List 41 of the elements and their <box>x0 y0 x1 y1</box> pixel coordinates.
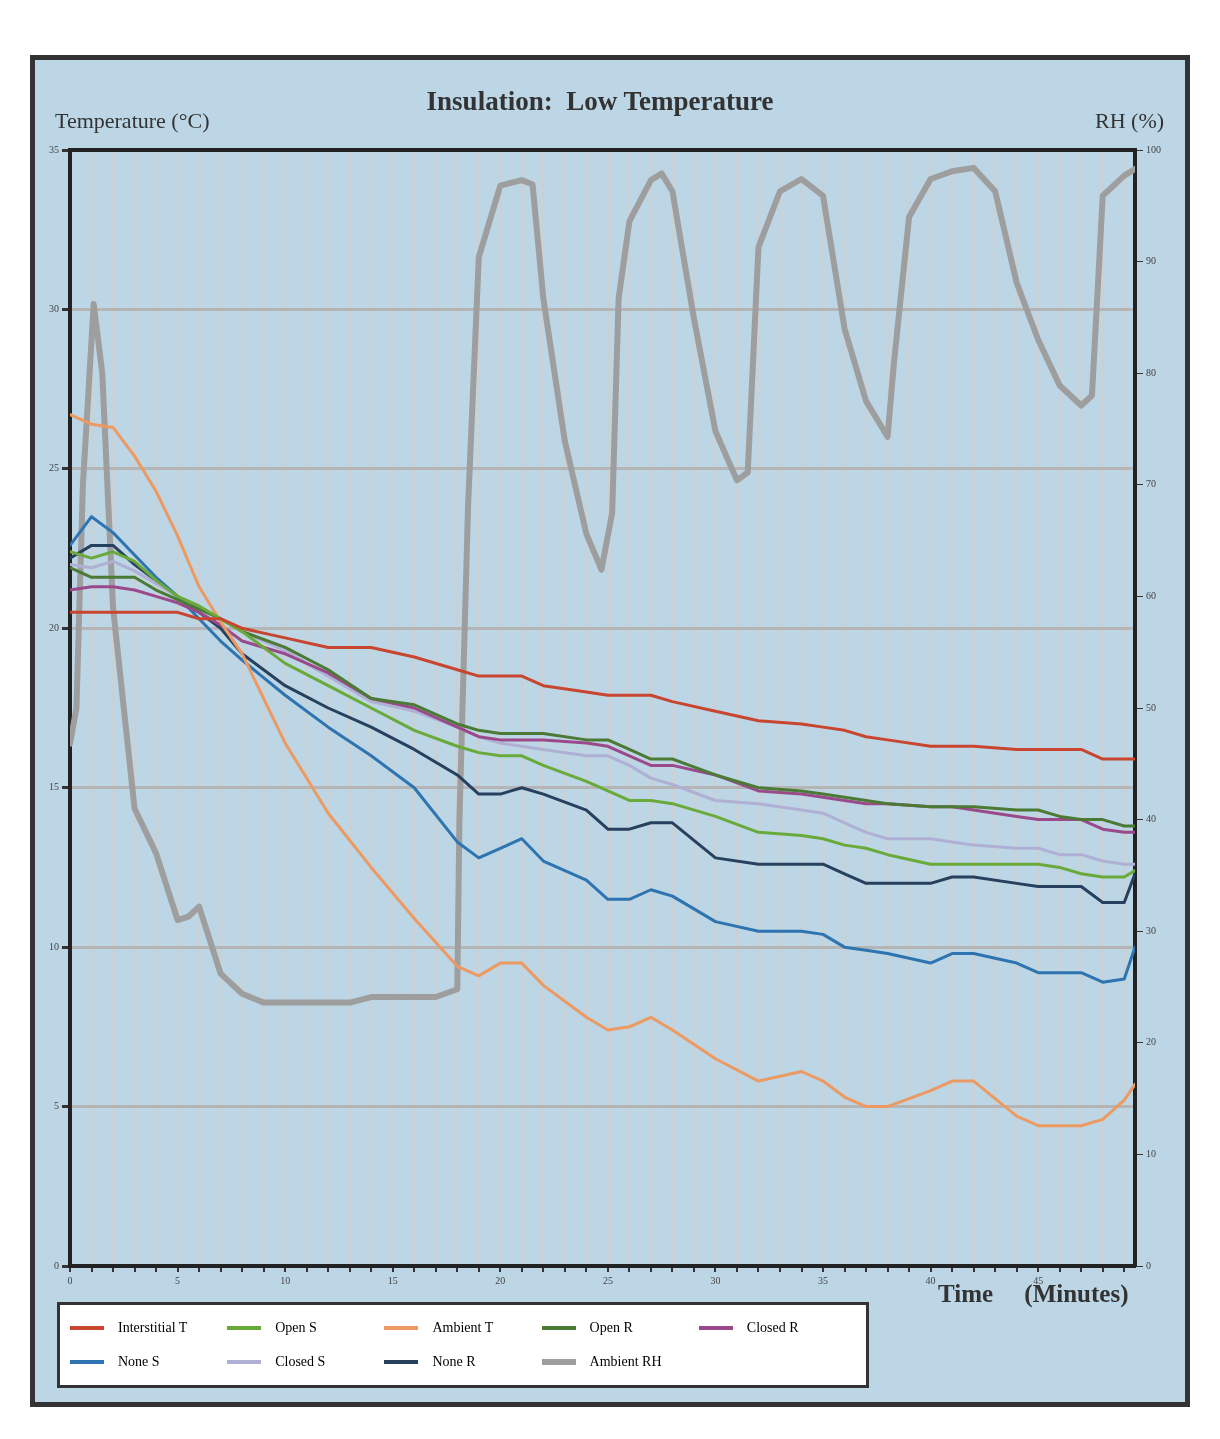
legend-label: Closed S <box>275 1354 326 1370</box>
y-tick-label: 20 <box>49 621 59 633</box>
y2-tick-label: 40 <box>1146 813 1156 825</box>
legend-label: None R <box>432 1354 476 1370</box>
x-tick-label: 45 <box>1033 1274 1044 1286</box>
y-tick-label: 25 <box>49 462 59 474</box>
y2-tick-label: 0 <box>1146 1259 1151 1271</box>
legend-label: Open R <box>589 1320 633 1336</box>
x-tick-label: 15 <box>387 1274 398 1286</box>
y-tick-label: 5 <box>54 1100 59 1112</box>
x-tick-label: 10 <box>280 1274 291 1286</box>
y2-axis-title: RH (%) <box>1095 108 1165 134</box>
legend-label: Ambient RH <box>589 1354 662 1370</box>
legend-label: Closed R <box>746 1320 799 1336</box>
chart-title: Insulation: Low Temperature <box>426 86 774 116</box>
y2-tick-label: 20 <box>1146 1036 1156 1048</box>
legend-label: Interstitial T <box>118 1320 188 1336</box>
y2-tick-label: 10 <box>1146 1148 1156 1160</box>
x-tick-label: 5 <box>175 1274 181 1286</box>
x-tick-label: 25 <box>602 1274 613 1286</box>
x-tick-label: 20 <box>495 1274 506 1286</box>
y2-tick-label: 90 <box>1146 255 1156 267</box>
x-tick-label: 0 <box>67 1274 73 1286</box>
legend-label: Open S <box>275 1320 317 1336</box>
y2-tick-label: 100 <box>1146 143 1161 155</box>
y2-tick-label: 80 <box>1146 366 1156 378</box>
x-tick-label: 30 <box>710 1274 721 1286</box>
y-axis-title: Temperature (°C) <box>55 108 210 134</box>
y-tick-label: 35 <box>49 143 59 155</box>
x-tick-label: 35 <box>818 1274 829 1286</box>
y-tick-label: 10 <box>49 940 59 952</box>
x-tick-label: 40 <box>925 1274 936 1286</box>
y-tick-label: 30 <box>49 303 59 315</box>
y2-tick-label: 30 <box>1146 924 1156 936</box>
y-tick-label: 15 <box>49 781 59 793</box>
y-tick-label: 0 <box>54 1259 59 1271</box>
y2-tick-label: 70 <box>1146 478 1156 490</box>
legend-label: Ambient T <box>432 1320 494 1336</box>
y2-tick-label: 50 <box>1146 701 1156 713</box>
legend-label: None S <box>118 1354 160 1370</box>
y2-tick-label: 60 <box>1146 590 1156 602</box>
